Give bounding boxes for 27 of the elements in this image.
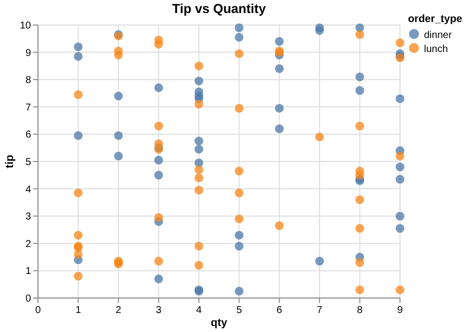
legend-label: lunch [424,44,448,55]
x-tick-label: 6 [276,305,283,316]
y-tick-label: 4 [25,184,32,196]
legend-title: order_type [408,13,462,25]
y-tick-label: 1 [25,266,32,278]
x-tick-label: 9 [397,305,404,316]
x-tick-label: 1 [75,305,82,316]
y-axis-title: tip [4,154,16,168]
y-tick-label: 6 [25,130,32,141]
y-tick-label: 2 [25,238,32,250]
x-tick-label: 0 [35,305,42,316]
y-tick-label: 5 [25,157,32,168]
chart-title: Tip vs Quantity [172,1,267,16]
y-tick-label: 8 [25,75,32,86]
y-tick-label: 10 [20,20,32,32]
x-tick-label: 3 [156,305,162,316]
y-tick-label: 0 [25,294,32,304]
legend-label: dinner [424,30,452,41]
x-axis-title: qty [210,317,228,329]
y-tick-label: 9 [25,48,32,59]
x-tick-label: 2 [116,305,122,316]
x-tick-label: 4 [196,305,202,316]
y-tick-label: 3 [25,212,32,223]
y-tick-label: 7 [25,102,32,114]
x-tick-label: 8 [356,305,363,316]
x-tick-label: 5 [236,305,242,316]
x-tick-label: 7 [316,305,323,316]
